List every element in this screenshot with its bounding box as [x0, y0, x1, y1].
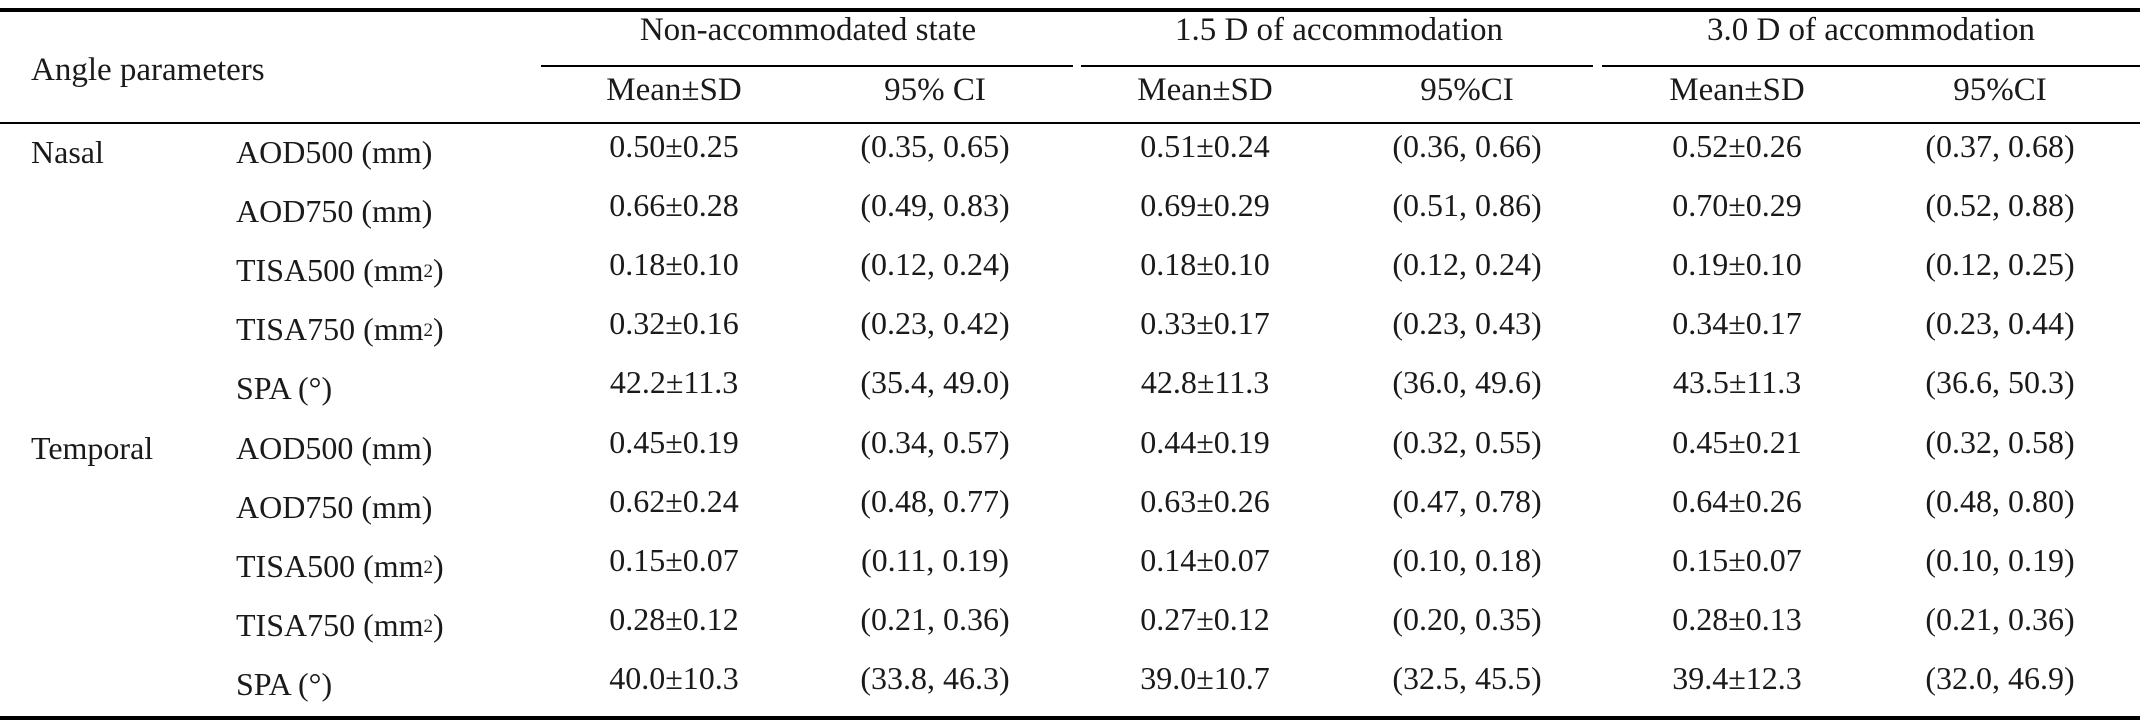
group-header-non-accommodated: Non-accommodated state: [639, 12, 977, 48]
parameter-label: SPA (°): [236, 665, 333, 702]
mean-sd-cell: 0.27±0.12: [1140, 600, 1270, 637]
ci-cell: (35.4, 49.0): [860, 364, 1010, 401]
mean-sd-cell: 0.70±0.29: [1672, 187, 1802, 224]
mean-sd-cell: 0.69±0.29: [1140, 187, 1270, 224]
ci-cell: (0.34, 0.57): [860, 423, 1010, 460]
parameter-label: TISA500 (mm2): [236, 547, 444, 584]
mean-sd-cell: 0.33±0.17: [1140, 305, 1270, 342]
mean-sd-cell: 0.14±0.07: [1140, 541, 1270, 578]
ci-cell: (0.48, 0.80): [1925, 482, 2075, 519]
parameter-label: AOD750 (mm): [236, 193, 433, 230]
subheader-mean-sd: Mean±SD: [606, 72, 742, 108]
ci-cell: (0.47, 0.78): [1392, 482, 1542, 519]
subheader-ci: 95%CI: [1420, 72, 1514, 108]
ci-cell: (33.8, 46.3): [860, 659, 1010, 696]
subheader-mean-sd: Mean±SD: [1137, 72, 1273, 108]
mean-sd-cell: 0.28±0.13: [1672, 600, 1802, 637]
parameter-label: AOD500 (mm): [236, 429, 433, 466]
group-underline-1: [541, 65, 1073, 67]
ci-cell: (0.48, 0.77): [860, 482, 1010, 519]
ci-cell: (0.10, 0.18): [1392, 541, 1542, 578]
mean-sd-cell: 39.0±10.7: [1140, 659, 1270, 696]
top-rule: [0, 8, 2140, 12]
group-header-3-0d: 3.0 D of accommodation: [1706, 12, 2036, 48]
unit-superscript: 2: [423, 615, 434, 637]
ci-cell: (0.21, 0.36): [1925, 600, 2075, 637]
parameter-label: TISA750 (mm2): [236, 606, 444, 643]
ci-cell: (0.23, 0.44): [1925, 305, 2075, 342]
ci-cell: (32.0, 46.9): [1925, 659, 2075, 696]
mean-sd-cell: 42.2±11.3: [609, 364, 739, 401]
unit-superscript: 2: [423, 556, 434, 578]
subheader-ci: 95%CI: [1953, 72, 2047, 108]
ci-cell: (0.35, 0.65): [860, 128, 1010, 164]
mean-sd-cell: 0.18±0.10: [1140, 246, 1270, 283]
angle-parameters-header: Angle parameters: [31, 52, 265, 88]
group-underline-3: [1602, 65, 2140, 67]
ci-cell: (0.12, 0.24): [860, 246, 1010, 283]
section-label: Nasal: [31, 134, 104, 170]
ci-cell: (0.51, 0.86): [1392, 187, 1542, 224]
ci-cell: (0.12, 0.24): [1392, 246, 1542, 283]
mean-sd-cell: 0.64±0.26: [1672, 482, 1802, 519]
mean-sd-cell: 0.45±0.21: [1672, 423, 1802, 460]
ci-cell: (36.6, 50.3): [1925, 364, 2075, 401]
ci-cell: (0.23, 0.43): [1392, 305, 1542, 342]
bottom-rule: [0, 716, 2140, 720]
mean-sd-cell: 0.15±0.07: [1672, 541, 1802, 578]
group-header-1-5d: 1.5 D of accommodation: [1174, 12, 1504, 48]
mean-sd-cell: 0.62±0.24: [609, 482, 739, 519]
ci-cell: (0.49, 0.83): [860, 187, 1010, 224]
ci-cell: (0.32, 0.55): [1392, 423, 1542, 460]
mean-sd-cell: 0.63±0.26: [1140, 482, 1270, 519]
ci-cell: (0.21, 0.36): [860, 600, 1010, 637]
ci-cell: (0.11, 0.19): [860, 541, 1010, 578]
header-bottom-rule: [0, 122, 2140, 124]
mean-sd-cell: 39.4±12.3: [1672, 659, 1802, 696]
ci-cell: (0.36, 0.66): [1392, 128, 1542, 164]
parameter-label: TISA750 (mm2): [236, 311, 444, 348]
mean-sd-cell: 40.0±10.3: [609, 659, 739, 696]
mean-sd-cell: 42.8±11.3: [1140, 364, 1270, 401]
ci-cell: (32.5, 45.5): [1392, 659, 1542, 696]
mean-sd-cell: 43.5±11.3: [1672, 364, 1802, 401]
mean-sd-cell: 0.52±0.26: [1672, 128, 1802, 164]
mean-sd-cell: 0.18±0.10: [609, 246, 739, 283]
mean-sd-cell: 0.34±0.17: [1672, 305, 1802, 342]
parameter-label: AOD500 (mm): [236, 134, 433, 170]
section-label: Temporal: [31, 429, 154, 466]
unit-superscript: 2: [423, 320, 434, 342]
mean-sd-cell: 0.19±0.10: [1672, 246, 1802, 283]
mean-sd-cell: 0.28±0.12: [609, 600, 739, 637]
mean-sd-cell: 0.66±0.28: [609, 187, 739, 224]
ci-cell: (0.12, 0.25): [1925, 246, 2075, 283]
mean-sd-cell: 0.51±0.24: [1140, 128, 1270, 164]
parameter-label: SPA (°): [236, 370, 333, 407]
parameter-label: AOD750 (mm): [236, 488, 433, 525]
parameter-label: TISA500 (mm2): [236, 252, 444, 289]
ci-cell: (0.32, 0.58): [1925, 423, 2075, 460]
ci-cell: (0.10, 0.19): [1925, 541, 2075, 578]
mean-sd-cell: 0.44±0.19: [1140, 423, 1270, 460]
ci-cell: (0.52, 0.88): [1925, 187, 2075, 224]
subheader-mean-sd: Mean±SD: [1669, 72, 1805, 108]
mean-sd-cell: 0.45±0.19: [609, 423, 739, 460]
mean-sd-cell: 0.15±0.07: [609, 541, 739, 578]
unit-superscript: 2: [423, 261, 434, 283]
group-underline-2: [1081, 65, 1593, 67]
ci-cell: (0.23, 0.42): [860, 305, 1010, 342]
ci-cell: (0.37, 0.68): [1925, 128, 2075, 164]
mean-sd-cell: 0.50±0.25: [609, 128, 739, 164]
subheader-ci: 95% CI: [884, 72, 986, 108]
ci-cell: (36.0, 49.6): [1392, 364, 1542, 401]
mean-sd-cell: 0.32±0.16: [609, 305, 739, 342]
ci-cell: (0.20, 0.35): [1392, 600, 1542, 637]
